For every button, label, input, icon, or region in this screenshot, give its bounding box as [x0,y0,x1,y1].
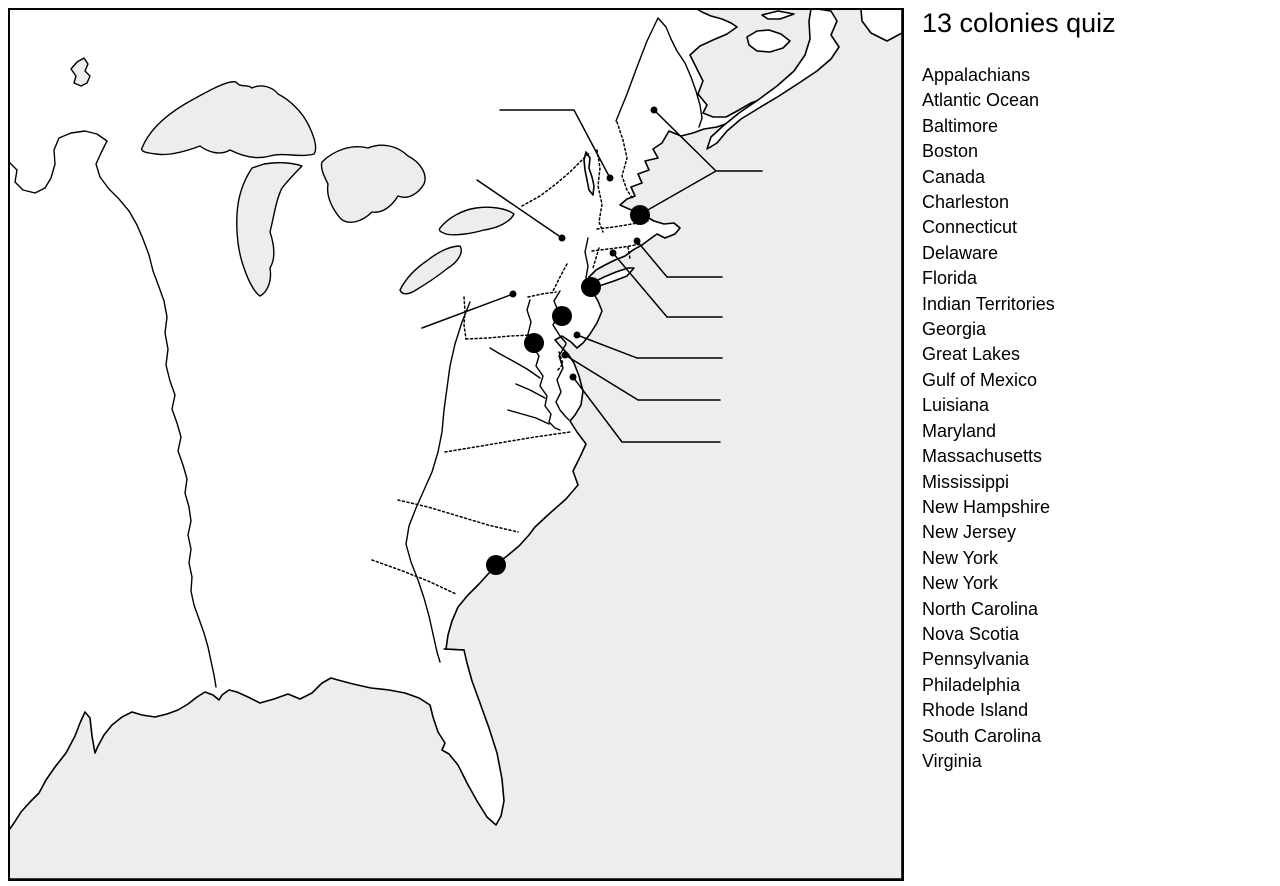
ny-canada-border [521,151,591,207]
pa-west-border [463,296,467,340]
pa-md-border [465,334,533,340]
word-bank-item: Baltimore [922,115,999,136]
ma-south-border [591,243,642,252]
word-bank-item: Canada [922,166,986,187]
answer-callout-line [421,293,514,329]
city-marker-dot [581,277,601,297]
boundary-waters-mississippi-river [8,130,217,688]
word-bank-item: Mississippi [922,471,1010,492]
answer-callout-line [636,240,723,278]
appalachian-western-line [405,301,471,663]
word-bank-item: Connecticut [922,217,1018,238]
word-bank-panel: 13 colonies quiz Appalachians Atlantic Oc… [922,8,1272,774]
word-bank-item: Rhode Island [922,700,1029,721]
maritime-islands [591,8,903,288]
lake-champlain-shape [583,151,595,196]
word-bank-item: Atlantic Ocean [922,90,1040,111]
maine-nh-border [616,121,634,200]
city-marker-dot [630,205,650,225]
city-markers [486,205,650,575]
map-area [8,8,904,881]
florida-georgia-line [443,648,465,651]
chesapeake-west-shore [532,346,561,431]
ct-ri-border [627,246,631,260]
region-pointer-dot [606,174,614,182]
james-river [507,409,550,425]
city-marker-dot [552,306,572,326]
region-pointer-dot [633,237,641,245]
de-md-border [556,351,564,372]
region-pointer-dot [573,331,581,339]
lake-huron-shape [320,144,426,223]
word-bank-item: Boston [922,141,979,162]
word-bank-item: Gulf of Mexico [922,369,1038,390]
word-bank-item: New York [922,573,999,594]
word-bank-item: New York [922,547,999,568]
region-pointer-dot [509,290,517,298]
word-bank-item: New Jersey [922,522,1017,543]
sc-ga-border [371,559,457,595]
nc-sc-border [397,499,519,533]
prince-edward-island-shape [746,29,791,53]
lake-erie-shape [399,245,462,295]
ny-nj-border [552,263,568,292]
lake-ontario-shape [438,206,515,236]
word-bank-item: Charleston [922,192,1010,213]
word-bank-item: Virginia [922,750,982,771]
word-bank-item: Florida [922,268,978,289]
region-pointer-dot [609,249,617,257]
word-bank-item: Appalachians [922,65,1031,85]
answer-callout-line [572,376,721,443]
word-bank: Appalachians Atlantic Ocean Baltimore Bosto… [922,63,1272,774]
city-marker-dot [486,555,506,575]
answer-callout-line [576,334,723,359]
word-bank-item: North Carolina [922,598,1039,619]
vt-nh-border [596,149,604,233]
region-pointer-dot [569,373,577,381]
word-bank-item: Indian Territories [922,293,1055,314]
quiz-title: 13 colonies quiz [922,8,1116,38]
word-bank-item: Massachusetts [922,446,1043,467]
word-bank-item: Pennsylvania [922,649,1030,670]
colony-borders [371,121,649,595]
rappahannock-river [515,383,546,399]
map-frame [8,8,904,881]
lake-michigan-shape [236,161,303,297]
answer-callout-line [645,170,717,212]
small-nw-lake-shape [70,57,91,87]
maine-border-line [615,17,703,128]
ny-pa-border [527,291,557,298]
delmarva-west-shore [555,343,570,421]
nova-scotia-shape [706,8,840,150]
word-bank-item: New Hampshire [922,496,1051,517]
word-bank-item: Philadelphia [922,674,1021,695]
word-bank-item: Georgia [922,319,987,340]
region-pointer-dot [650,106,658,114]
ny-ct-border [592,247,600,269]
lake-superior-shape [140,81,317,159]
word-bank-item: Great Lakes [922,344,1021,365]
word-bank-item: Maryland [922,420,997,441]
word-bank-item: Nova Scotia [922,623,1020,644]
great-lakes [70,57,595,297]
answer-callout-line [499,109,611,179]
answer-callout-line [476,179,563,239]
answer-callout-line [612,252,723,318]
word-bank-item: South Carolina [922,725,1042,746]
city-marker-dot [524,333,544,353]
ocean [8,8,903,880]
quiz-callouts [421,106,763,443]
region-pointer-dot [561,351,569,359]
va-nc-border [444,431,571,453]
answer-callout-line [564,354,721,401]
colonies-map [8,8,904,881]
anticosti-shape [761,10,795,20]
potomac-river [489,347,541,379]
word-bank-item: Luisiana [922,395,990,416]
region-pointer-dot [558,234,566,242]
word-bank-item: Delaware [922,242,999,263]
